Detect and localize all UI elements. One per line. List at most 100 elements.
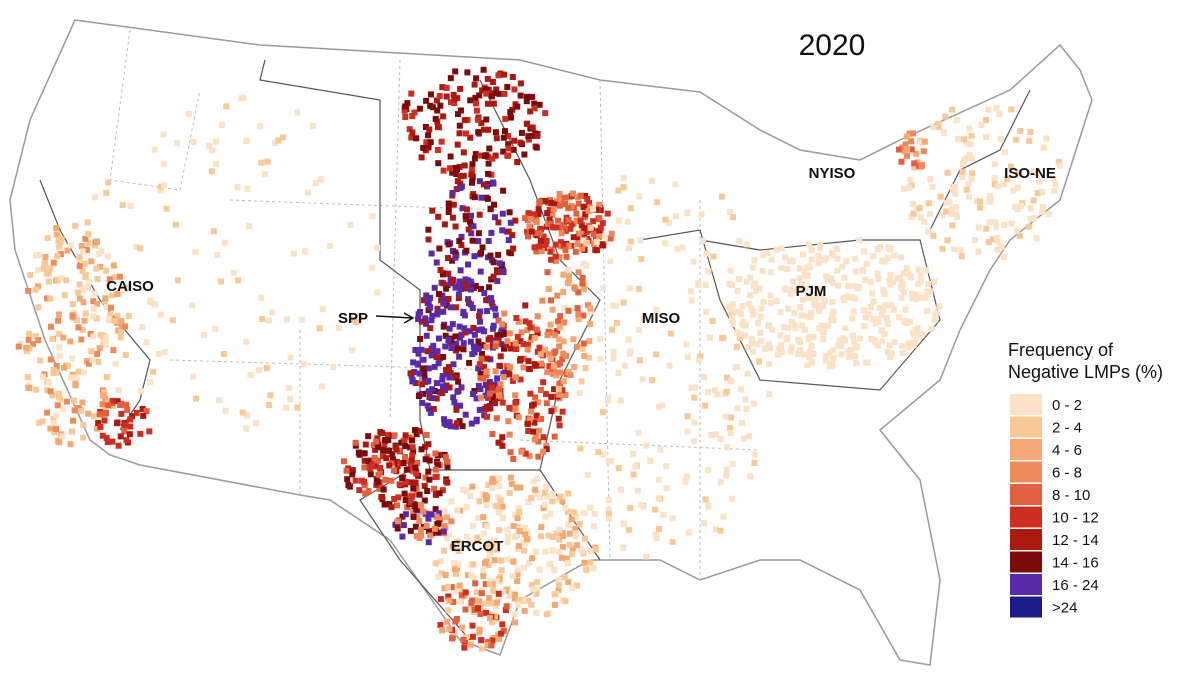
price-node	[64, 247, 71, 254]
price-node	[586, 199, 592, 206]
price-node	[490, 322, 497, 329]
price-node	[514, 578, 521, 584]
price-node	[55, 317, 61, 324]
price-node	[494, 503, 501, 509]
price-node	[445, 255, 451, 261]
price-node	[562, 227, 569, 234]
price-node	[469, 622, 476, 629]
price-node	[488, 642, 495, 649]
price-node	[435, 308, 442, 315]
price-node	[190, 373, 197, 380]
price-node	[444, 282, 451, 289]
price-node	[533, 412, 540, 419]
price-node	[807, 349, 814, 356]
legend-label: 8 - 10	[1052, 487, 1090, 504]
price-node	[462, 216, 469, 223]
price-node	[818, 294, 825, 301]
price-node	[445, 531, 452, 538]
price-node	[495, 337, 502, 344]
price-node	[534, 313, 541, 320]
price-node	[777, 332, 784, 339]
price-node	[454, 507, 461, 514]
price-node	[428, 511, 435, 518]
price-node	[499, 268, 506, 275]
price-node	[566, 541, 573, 548]
price-node	[579, 275, 586, 281]
price-node	[47, 425, 54, 432]
price-node	[247, 372, 254, 378]
price-node	[456, 122, 463, 129]
price-node	[386, 462, 393, 469]
price-node	[192, 249, 199, 255]
legend-title: Negative LMPs (%)	[1008, 362, 1163, 382]
price-node	[445, 593, 452, 600]
price-node	[905, 340, 912, 347]
price-node	[432, 466, 439, 473]
price-node	[500, 134, 507, 141]
price-node	[496, 527, 503, 534]
price-node	[553, 369, 560, 376]
price-node	[537, 533, 544, 540]
price-node	[426, 457, 433, 464]
price-node	[698, 211, 705, 218]
price-node	[796, 275, 803, 281]
price-node	[565, 242, 572, 249]
price-node	[552, 241, 559, 248]
price-node	[512, 340, 519, 347]
price-node	[740, 318, 747, 325]
price-node	[420, 365, 427, 372]
price-node	[705, 268, 712, 275]
price-node	[489, 384, 496, 391]
price-node	[555, 548, 562, 555]
price-node	[25, 384, 32, 391]
price-node	[581, 353, 588, 359]
price-node	[452, 254, 459, 261]
price-node	[492, 129, 499, 136]
price-node	[45, 270, 52, 277]
price-node	[590, 523, 597, 530]
price-node	[855, 285, 861, 292]
price-node	[448, 584, 455, 591]
price-node	[819, 328, 826, 335]
price-node	[841, 294, 848, 301]
price-node	[101, 395, 108, 402]
price-node	[643, 553, 650, 560]
price-node	[504, 556, 511, 563]
price-node	[845, 348, 852, 355]
price-node	[266, 317, 272, 324]
price-node	[478, 586, 485, 593]
price-node	[504, 526, 511, 533]
price-node	[909, 290, 916, 297]
price-node	[562, 247, 569, 253]
price-node	[440, 300, 447, 307]
price-node	[565, 307, 572, 314]
price-node	[547, 321, 554, 328]
price-node	[526, 223, 533, 230]
price-node	[766, 391, 773, 398]
price-node	[398, 439, 405, 446]
price-node	[1031, 215, 1038, 222]
legend-swatch	[1010, 439, 1042, 460]
price-node	[118, 318, 125, 325]
price-node	[485, 238, 492, 244]
price-node	[441, 585, 448, 592]
price-node	[745, 300, 752, 307]
price-node	[418, 346, 425, 353]
price-node	[499, 210, 506, 217]
price-node	[572, 525, 579, 532]
price-node	[444, 458, 451, 465]
price-node	[469, 305, 476, 311]
price-node	[931, 279, 938, 285]
price-node	[428, 91, 434, 98]
price-node	[450, 598, 457, 605]
price-node	[494, 332, 501, 339]
price-node	[862, 276, 869, 283]
price-node	[420, 508, 427, 515]
price-node	[350, 316, 357, 323]
price-node	[834, 255, 841, 262]
price-node	[492, 368, 499, 375]
price-node	[489, 90, 496, 97]
price-node	[15, 343, 22, 350]
price-node	[446, 374, 453, 381]
price-node	[451, 96, 458, 103]
